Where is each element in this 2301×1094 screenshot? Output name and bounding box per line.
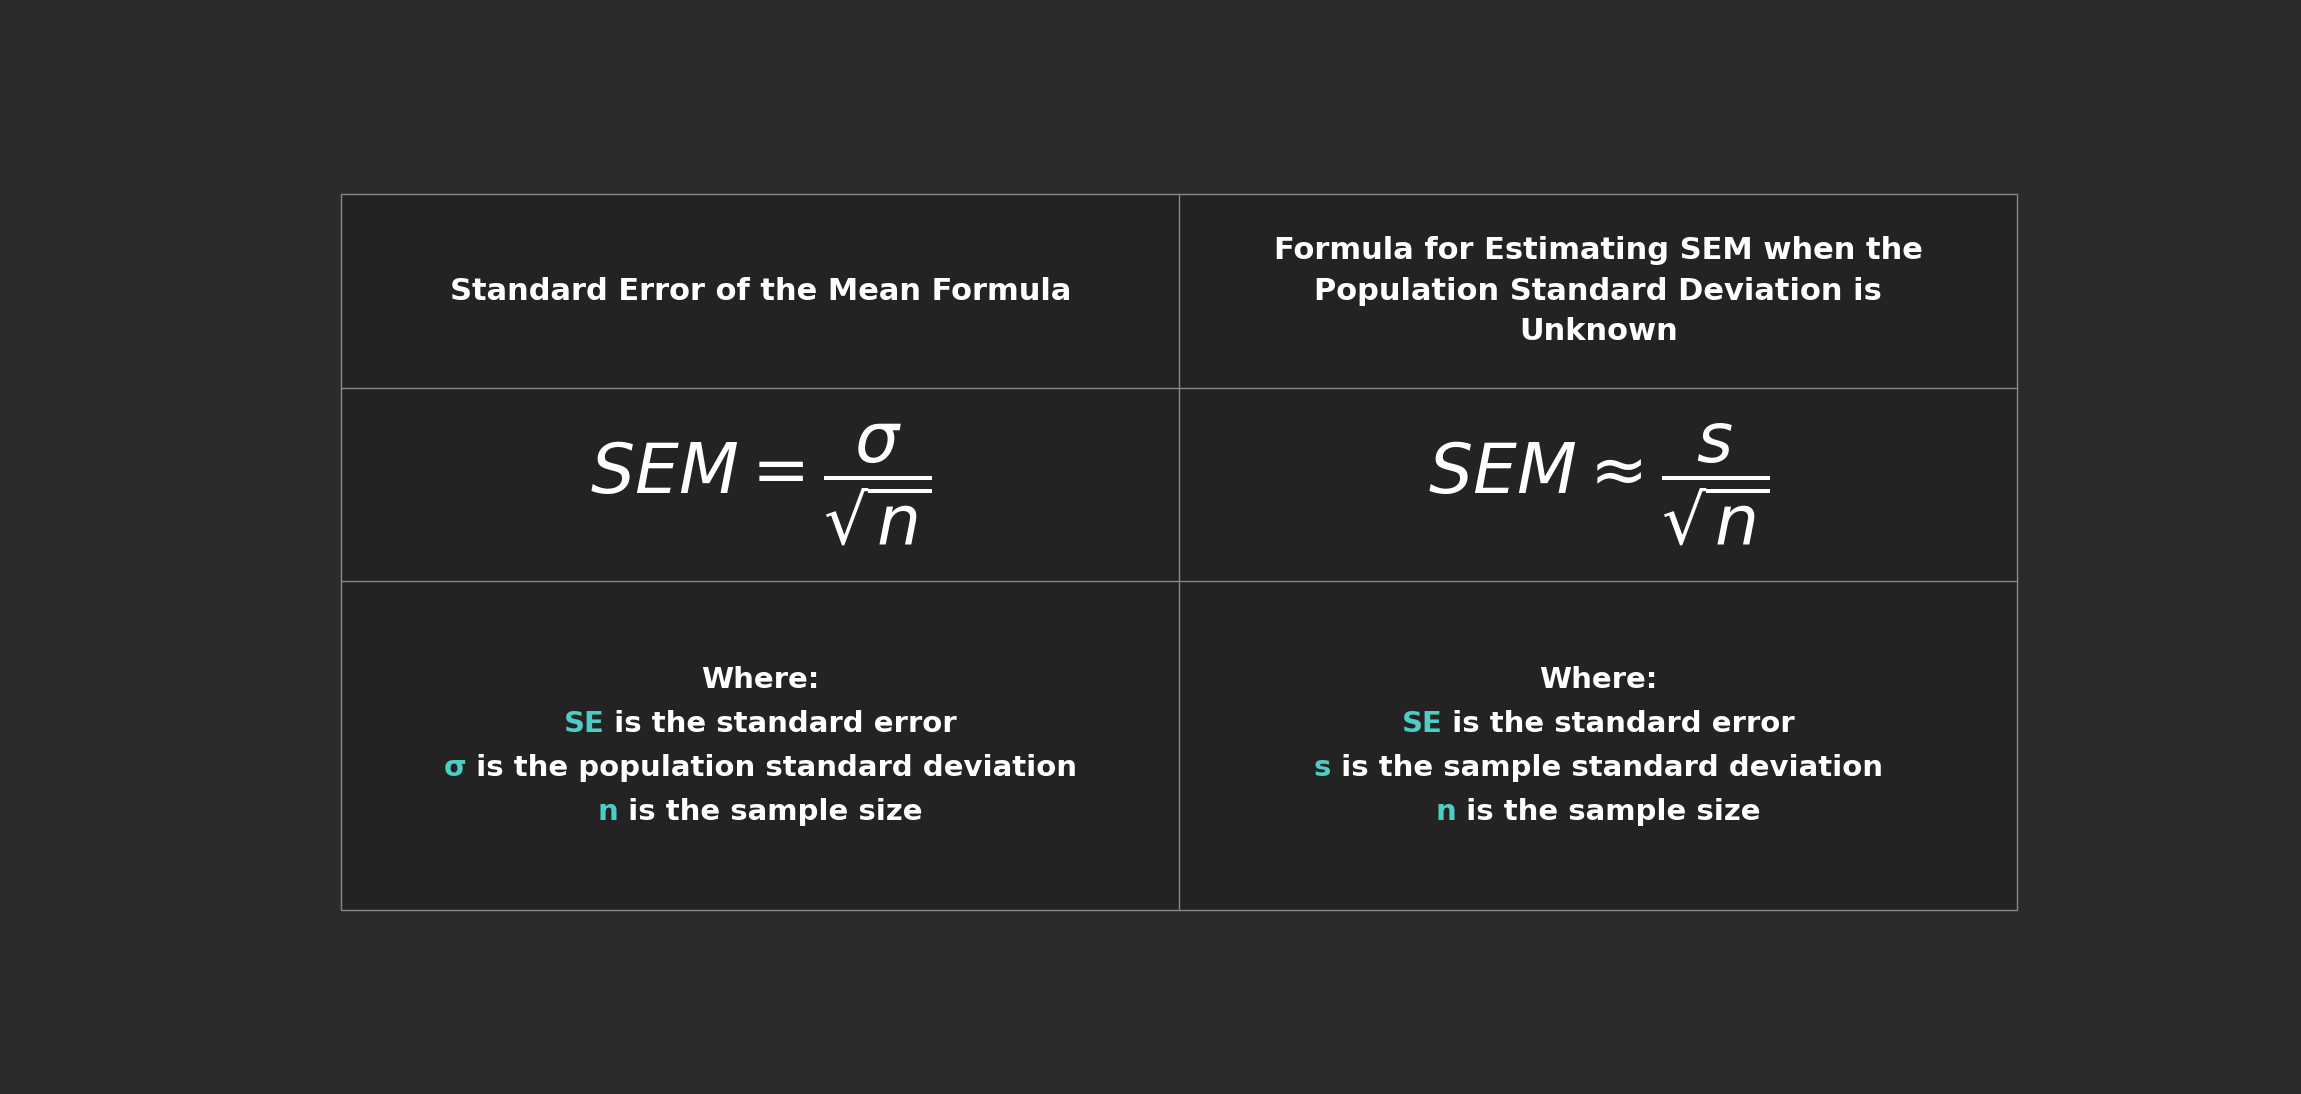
Text: Formula for Estimating SEM when the
Population Standard Deviation is
Unknown: Formula for Estimating SEM when the Popu… [1275, 236, 1924, 346]
Text: is the sample size: is the sample size [619, 798, 923, 826]
Text: is the standard error: is the standard error [605, 710, 957, 737]
Text: Standard Error of the Mean Formula: Standard Error of the Mean Formula [449, 277, 1070, 305]
Text: SE: SE [564, 710, 605, 737]
Text: s: s [1314, 754, 1330, 782]
Text: n: n [598, 798, 619, 826]
Text: n: n [1436, 798, 1457, 826]
Text: $\mathit{SEM} = \dfrac{\sigma}{\sqrt{n}}$: $\mathit{SEM} = \dfrac{\sigma}{\sqrt{n}}… [589, 421, 930, 548]
Text: is the population standard deviation: is the population standard deviation [467, 754, 1077, 782]
Text: Where:: Where: [1539, 666, 1657, 694]
Text: is the sample size: is the sample size [1457, 798, 1760, 826]
Text: is the sample standard deviation: is the sample standard deviation [1330, 754, 1882, 782]
Text: SE: SE [1401, 710, 1443, 737]
Text: $\mathit{SEM} \approx \dfrac{s}{\sqrt{n}}$: $\mathit{SEM} \approx \dfrac{s}{\sqrt{n}… [1429, 421, 1769, 548]
Text: is the standard error: is the standard error [1443, 710, 1795, 737]
Text: Where:: Where: [702, 666, 819, 694]
Bar [341, 195, 2018, 910]
Text: σ: σ [444, 754, 467, 782]
